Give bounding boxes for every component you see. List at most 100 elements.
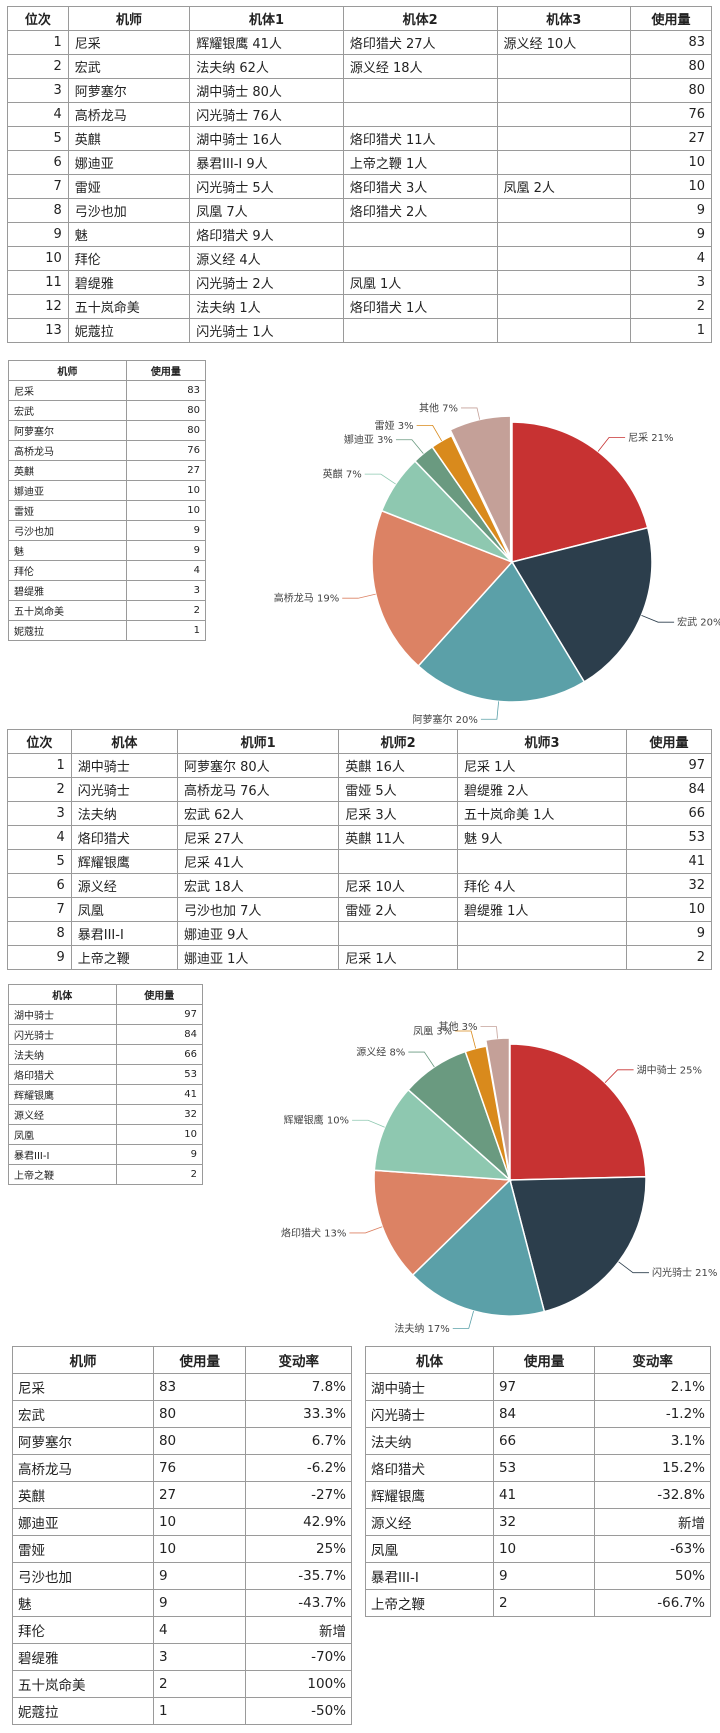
table-row: 闪光骑士 84 -1.2% <box>365 1400 711 1428</box>
table-row: 英麒 27 -27% <box>12 1481 352 1509</box>
table-cell: 尼采 41人 <box>176 849 340 874</box>
table-cell: 4 <box>629 246 713 271</box>
table-cell <box>457 849 627 874</box>
table-cell: 源义经 <box>365 1508 494 1536</box>
table-row: 高桥龙马 76 -6.2% <box>12 1454 352 1482</box>
mech-usage-table: 机体 使用量 湖中骑士 97 闪光骑士 84 法夫纳 66 烙印猎犬 53 辉耀银鹰 41 源义经 32 凤… <box>8 984 204 1185</box>
table-cell: -32.8% <box>594 1481 711 1509</box>
table-row: 湖中骑士 97 <box>8 1004 204 1025</box>
table-cell: 12 <box>7 294 69 319</box>
pie-leader-line <box>461 407 481 420</box>
table-cell: 碧缇雅 <box>12 1643 154 1671</box>
pilot-usage-table: 机师 使用量 尼采 83 宏武 80 阿萝塞尔 80 高桥龙马 76 英麒 27 娜迪亚 10 雷娅 10 弓沙… <box>8 360 207 641</box>
table-cell: 97 <box>625 753 713 778</box>
table-cell: 英麒 16人 <box>338 753 458 778</box>
pilot-pie-chart: 尼采 21% 宏武 20% 阿萝塞尔 20% 高桥龙马 19% 英麒 7% 娜迪亚 3%雷… <box>274 401 720 726</box>
table-cell: 妮蔻拉 <box>8 620 127 641</box>
table-cell: 烙印猎犬 <box>70 825 178 850</box>
table-cell: 80 <box>152 1427 247 1455</box>
table-row: 阿萝塞尔 80 6.7% <box>12 1427 352 1455</box>
table-row: 7 凤凰 弓沙也加 7人 雷娅 2人 碧缇雅 1人 10 <box>7 897 713 922</box>
mech-pie-chart: 湖中骑士 25% 闪光骑士 21% 法夫纳 17% 烙印猎犬 13% 辉耀银鹰 10% 源… <box>281 1020 717 1335</box>
table-cell: 32 <box>492 1508 596 1536</box>
table-cell: 13 <box>7 318 69 343</box>
column-header: 位次 <box>7 729 72 754</box>
table-cell: 娜迪亚 1人 <box>176 945 340 970</box>
table-cell: 妮蔻拉 <box>67 318 191 343</box>
table-row: 6 娜迪亚 暴君III-I 9人 上帝之鞭 1人 10 <box>7 150 713 175</box>
pie-leader-line <box>342 593 376 599</box>
pie-leader-line <box>618 1261 649 1274</box>
pie-slice-label: 英麒 7% <box>323 468 362 481</box>
table-cell <box>496 102 631 127</box>
table-cell: 闪光骑士 76人 <box>189 102 344 127</box>
table-cell: 暴君III-I <box>365 1562 494 1590</box>
table-cell: 32 <box>625 873 713 898</box>
table-cell: 魅 <box>12 1589 154 1617</box>
pie-slice-label: 湖中骑士 25% <box>637 1063 702 1076</box>
column-header: 使用量 <box>152 1346 247 1374</box>
table-cell: 10 <box>152 1508 247 1536</box>
table-cell: 10 <box>492 1535 596 1563</box>
table-cell: 五十岚命美 <box>12 1670 154 1698</box>
table-row: 2 宏武 法夫纳 62人 源义经 18人 80 <box>7 54 713 79</box>
table-cell: 拜伦 4人 <box>457 873 627 898</box>
table-cell: 27 <box>629 126 713 151</box>
table-cell: 闪光骑士 <box>70 777 178 802</box>
table-cell: -70% <box>245 1643 352 1671</box>
table-cell: 雷娅 2人 <box>338 897 458 922</box>
pie-leader-line <box>416 424 443 442</box>
table-row: 碧缇雅 3 -70% <box>12 1643 352 1671</box>
pie-slice-label: 阿萝塞尔 20% <box>412 713 477 726</box>
pie-leader-line <box>597 436 626 452</box>
column-header: 变动率 <box>245 1346 352 1374</box>
table-cell: 尼采 1人 <box>338 945 458 970</box>
table-row: 雷娅 10 25% <box>12 1535 352 1563</box>
column-header: 机体 <box>70 729 178 754</box>
column-header: 位次 <box>7 6 69 31</box>
table-cell <box>496 78 631 103</box>
pie-leader-line <box>364 473 396 485</box>
table-cell <box>496 198 631 223</box>
table-cell: 80 <box>629 78 713 103</box>
table-cell: 9 <box>629 198 713 223</box>
table-cell <box>496 294 631 319</box>
table-cell: 雷娅 <box>67 174 191 199</box>
table-row: 9 魅烙印猎犬 9人 9 <box>7 222 713 247</box>
table-cell: 烙印猎犬 9人 <box>189 222 344 247</box>
mech-ranking-table: 位次 机体 机师1 机师2 机师3 使用量 1 湖中骑士 阿萝塞尔 80人 英麒 16人 尼采 1人… <box>7 729 713 970</box>
table-cell <box>457 921 627 946</box>
table-cell: 2.1% <box>594 1373 711 1401</box>
table-row: 阿萝塞尔 80 <box>8 420 207 441</box>
table-cell: 27 <box>152 1481 247 1509</box>
table-cell: 碧缇雅 1人 <box>457 897 627 922</box>
table-row: 3 法夫纳 宏武 62人 尼采 3人 五十岚命美 1人 66 <box>7 801 713 826</box>
pie-slice <box>373 1088 513 1181</box>
pie-leader-line <box>480 1026 498 1039</box>
table-cell: 阿萝塞尔 80人 <box>176 753 340 778</box>
table-row: 凤凰 10 <box>8 1124 204 1145</box>
table-cell: 弓沙也加 7人 <box>176 897 340 922</box>
table-cell: 10 <box>629 174 713 199</box>
table-cell: 新增 <box>594 1508 711 1536</box>
table-header-row: 位次 机师 机体1 机体2 机体3 使用量 <box>7 6 713 31</box>
table-cell: -66.7% <box>594 1589 711 1617</box>
table-cell: 41 <box>625 849 713 874</box>
table-cell: 53 <box>115 1064 204 1085</box>
table-cell: 凤凰 <box>70 897 178 922</box>
table-cell: 3 <box>7 801 72 826</box>
table-row: 弓沙也加 9 -35.7% <box>12 1562 352 1590</box>
table-row: 13 妮蔻拉 闪光骑士 1人 1 <box>7 318 713 343</box>
table-row: 法夫纳 66 3.1% <box>365 1427 711 1455</box>
table-cell: 新增 <box>245 1616 352 1644</box>
pie-slice-label: 法夫纳 17% <box>394 1322 449 1335</box>
table-cell: 上帝之鞭 <box>70 945 178 970</box>
table-cell: 源义经 <box>70 873 178 898</box>
table-cell: 宏武 18人 <box>176 873 340 898</box>
pie-leader-line <box>395 439 424 454</box>
table-cell <box>496 54 631 79</box>
table-cell: 6 <box>7 873 72 898</box>
table-cell: 10 <box>7 246 69 271</box>
pie-slice-label: 其他 3% <box>438 1020 477 1033</box>
table-row: 8 弓沙也加 凤凰 7人 烙印猎犬 2人 9 <box>7 198 713 223</box>
